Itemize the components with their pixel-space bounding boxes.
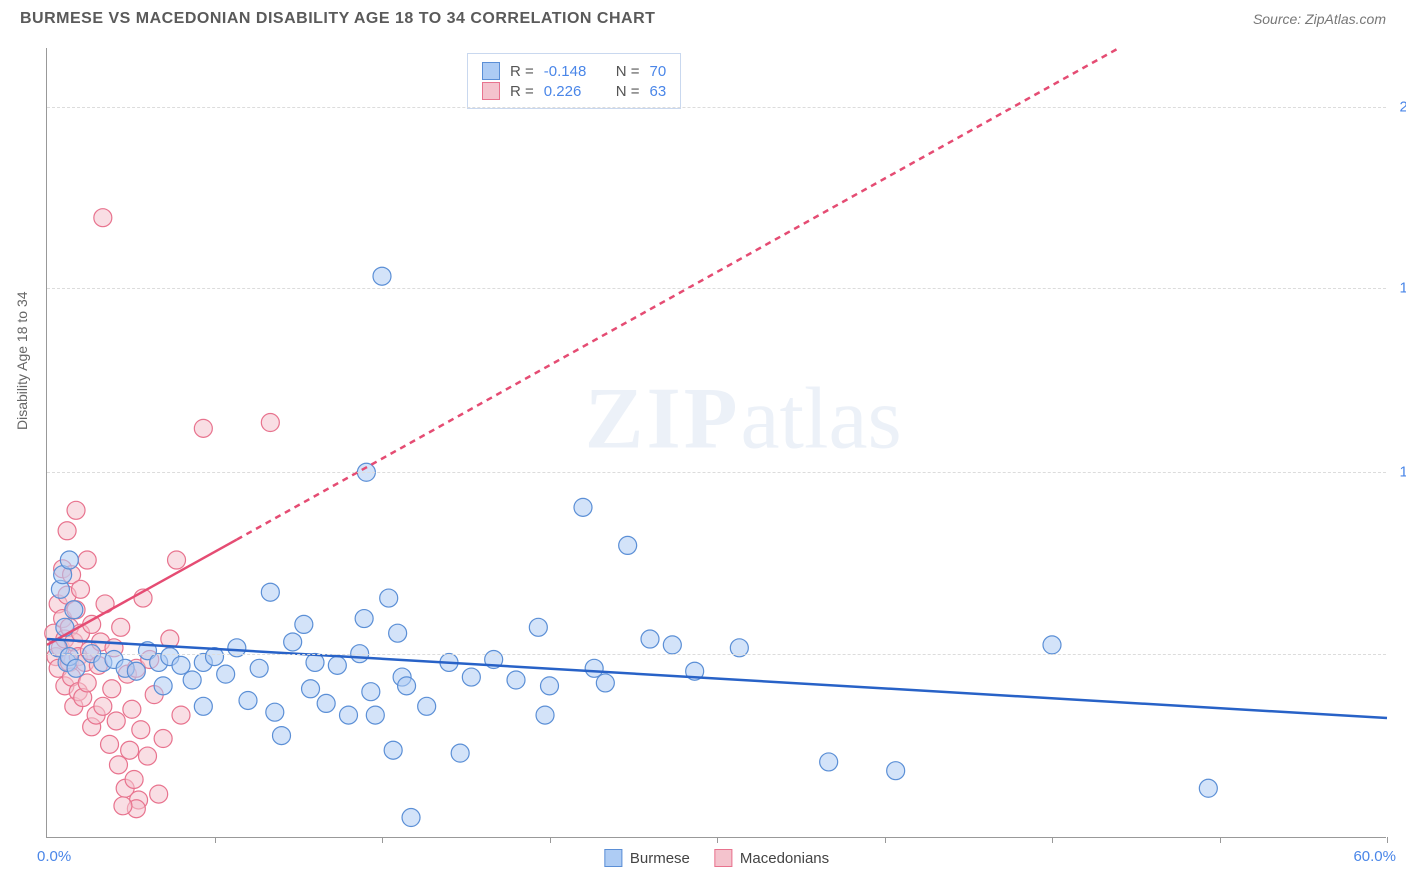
- y-tick-label: 12.5%: [1399, 464, 1406, 481]
- source-label: Source: ZipAtlas.com: [1253, 11, 1386, 27]
- x-tick: [382, 837, 383, 843]
- gridline: [47, 107, 1386, 108]
- x-tick: [215, 837, 216, 843]
- x-tick: [1052, 837, 1053, 843]
- legend-swatch-burmese-bottom: [604, 849, 622, 867]
- gridline: [47, 654, 1386, 655]
- legend-swatch-macedonians: [482, 82, 500, 100]
- x-tick: [550, 837, 551, 843]
- legend-series: Burmese Macedonians: [604, 849, 829, 867]
- gridline: [47, 472, 1386, 473]
- scatter-svg: [47, 48, 1386, 837]
- legend-stats: R = -0.148 N = 70 R = 0.226 N = 63: [467, 53, 681, 109]
- legend-swatch-macedonians-bottom: [714, 849, 732, 867]
- gridline: [47, 288, 1386, 289]
- y-axis-title: Disability Age 18 to 34: [14, 291, 30, 430]
- chart-plot-area: ZIPatlas R = -0.148 N = 70 R = 0.226 N =…: [46, 48, 1386, 838]
- y-tick-label: 18.8%: [1399, 279, 1406, 296]
- legend-swatch-burmese: [482, 62, 500, 80]
- x-tick: [1387, 837, 1388, 843]
- x-axis-min-label: 0.0%: [37, 848, 71, 865]
- chart-title: BURMESE VS MACEDONIAN DISABILITY AGE 18 …: [20, 10, 655, 28]
- y-tick-label: 25.0%: [1399, 98, 1406, 115]
- x-tick: [885, 837, 886, 843]
- x-tick: [717, 837, 718, 843]
- x-axis-max-label: 60.0%: [1353, 848, 1396, 865]
- x-tick: [1220, 837, 1221, 843]
